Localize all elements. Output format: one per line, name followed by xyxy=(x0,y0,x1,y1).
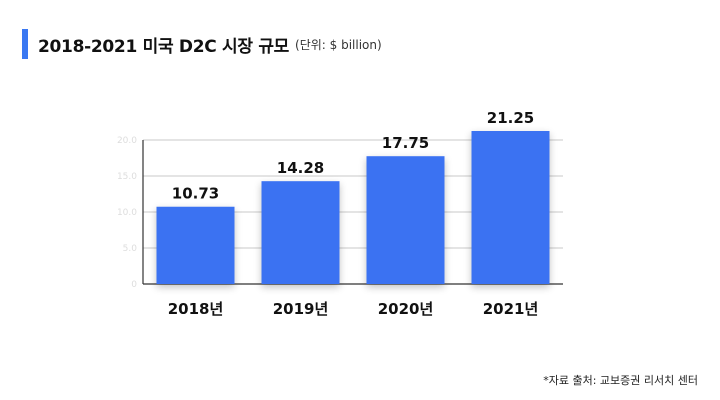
bar-value-label: 17.75 xyxy=(382,134,429,152)
y-tick-label: 0 xyxy=(131,280,137,290)
y-tick-label: 20.0 xyxy=(117,136,137,146)
y-tick-label: 10.0 xyxy=(117,208,137,218)
bar xyxy=(156,206,235,284)
bar-value-label: 21.25 xyxy=(487,109,534,127)
bar xyxy=(261,181,340,284)
x-category-label: 2019년 xyxy=(273,300,329,318)
title-accent-bar xyxy=(22,29,28,59)
bar-value-label: 14.28 xyxy=(277,159,324,177)
bar xyxy=(366,156,445,284)
x-category-label: 2021년 xyxy=(483,300,539,318)
source-footnote: *자료 출처: 교보증권 리서치 센터 xyxy=(543,374,698,387)
chart-title: 2018-2021 미국 D2C 시장 규모 xyxy=(38,36,290,57)
bar xyxy=(471,131,550,284)
chart-title-row: 2018-2021 미국 D2C 시장 규모 (단위: $ billion) xyxy=(22,29,382,59)
x-category-label: 2018년 xyxy=(168,300,224,318)
bar-layer xyxy=(156,131,550,284)
x-category-label: 2020년 xyxy=(378,300,434,318)
y-tick-label: 15.0 xyxy=(117,172,137,182)
chart-unit-label: (단위: $ billion) xyxy=(295,37,382,52)
bar-value-label: 10.73 xyxy=(172,185,219,203)
y-tick-label: 5.0 xyxy=(123,244,138,254)
label-layer: 0 5.0 10.0 15.0 20.0 10.73 2018년 14.28 2019년 17.7… xyxy=(117,109,538,318)
